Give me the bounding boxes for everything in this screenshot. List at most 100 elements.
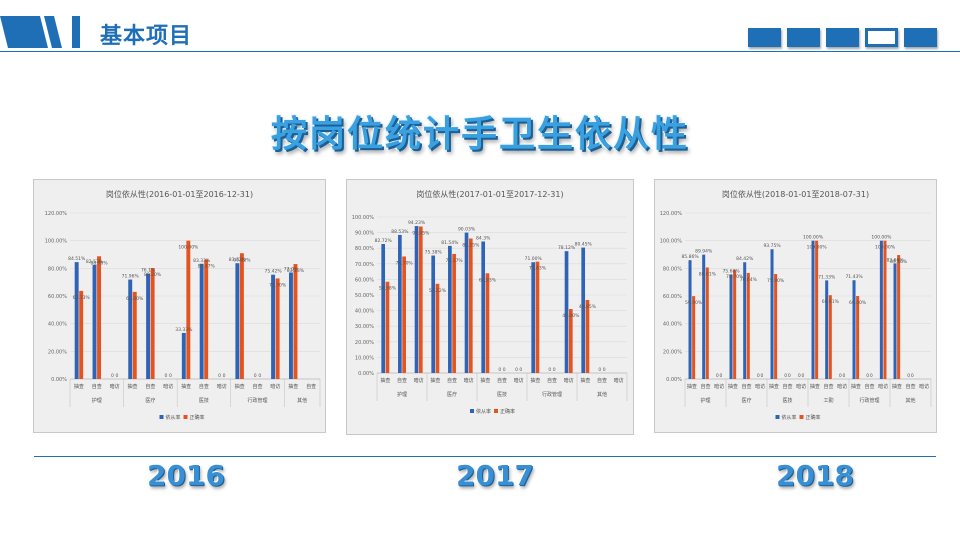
x-tick-label: 自查 xyxy=(597,377,607,384)
x-group-label: 护理 xyxy=(700,397,710,404)
data-label-compliance: 0 xyxy=(165,373,168,379)
legend-label-correct: 正确率 xyxy=(500,408,515,415)
y-tick-label: 100.00% xyxy=(660,239,682,245)
y-tick-label: 80.00% xyxy=(355,246,374,252)
x-tick-label: 暗访 xyxy=(414,377,424,384)
data-label-correct: 88.70% xyxy=(90,260,108,266)
x-tick-label: 抽查 xyxy=(851,383,861,390)
data-label-correct: 86.47% xyxy=(198,263,216,269)
data-label-correct: 71.43% xyxy=(529,266,547,272)
data-label-compliance: 84.3% xyxy=(476,235,491,241)
bar-correct xyxy=(186,240,191,379)
x-tick-label: 暗访 xyxy=(714,383,724,390)
year-label-2017: 2017 xyxy=(456,459,534,492)
data-label-correct: 76.64% xyxy=(740,277,758,283)
bar-compliance xyxy=(288,272,293,379)
bar-correct xyxy=(897,255,901,379)
bar-correct xyxy=(705,267,709,379)
data-label-correct: 41.00% xyxy=(562,313,580,319)
data-label-compliance: 78.12% xyxy=(558,245,576,251)
chart-2017: 岗位依从性(2017-01-01至2017-12-31) 0.00% 10.00% 2… xyxy=(352,189,628,415)
header-logo-icon xyxy=(0,16,80,48)
decor-square xyxy=(748,28,781,47)
x-tick-label: 自查 xyxy=(145,383,155,390)
x-tick-label: 自查 xyxy=(700,383,710,390)
data-label-correct: 89.66% xyxy=(890,259,908,265)
bar-correct xyxy=(468,238,473,373)
x-group-label: 医技 xyxy=(199,397,209,404)
legend-swatch-correct xyxy=(494,409,498,413)
bar-compliance xyxy=(879,240,883,379)
data-label-correct: 72.70% xyxy=(269,282,287,288)
bar-compliance xyxy=(235,263,240,379)
chart-2018: 岗位依从性(2018-01-01至2018-07-31) 0.00% 20.00% 4… xyxy=(660,189,932,421)
x-tick-label: 暗访 xyxy=(110,383,120,390)
bar-compliance xyxy=(128,279,133,379)
data-label-compliance: 0 xyxy=(111,373,114,379)
bar-correct xyxy=(815,240,819,379)
x-tick-label: 抽查 xyxy=(288,383,298,390)
bar-correct xyxy=(856,296,860,379)
bar-compliance xyxy=(146,273,151,379)
y-tick-label: 20.00% xyxy=(355,340,374,346)
bar-correct xyxy=(79,290,84,379)
bar-correct xyxy=(204,259,209,379)
bar-correct xyxy=(275,278,280,379)
bar-compliance xyxy=(581,247,586,373)
data-label-correct: 60.61% xyxy=(822,299,840,305)
bar-correct xyxy=(828,295,832,379)
bar-correct xyxy=(418,226,423,373)
data-label-correct: 100.00% xyxy=(875,245,896,251)
data-label-compliance: 0 xyxy=(866,373,869,379)
bar-compliance xyxy=(852,280,856,379)
x-tick-label: 抽查 xyxy=(235,383,245,390)
data-label-correct: 90.92% xyxy=(233,257,251,263)
bar-correct xyxy=(746,273,750,379)
x-group-label: 医疗 xyxy=(741,397,751,404)
data-label-compliance: 0 xyxy=(798,373,801,379)
data-label-compliance: 0 xyxy=(498,367,501,373)
data-label-correct: 0 xyxy=(603,367,606,373)
data-label-correct: 63.73% xyxy=(73,295,91,301)
data-label-correct: 0 xyxy=(720,373,723,379)
x-group-label: 行政管理 xyxy=(247,397,267,404)
data-label-correct: 58.58% xyxy=(379,286,397,292)
y-tick-label: 20.00% xyxy=(48,349,67,355)
header-title: 基本项目 xyxy=(100,24,193,49)
x-tick-label: 自查 xyxy=(547,377,557,384)
data-label-correct: 60.00% xyxy=(849,300,867,306)
bar-correct xyxy=(568,309,573,373)
bar-correct xyxy=(733,270,737,379)
data-label-compliance: 75.42% xyxy=(265,269,283,275)
data-label-compliance: 75.68% xyxy=(722,268,740,274)
y-tick-label: 120.00% xyxy=(45,211,67,217)
y-tick-label: 70.00% xyxy=(355,262,374,268)
x-tick-label: 抽查 xyxy=(430,377,440,384)
x-tick-label: 抽查 xyxy=(480,377,490,384)
data-label-correct: 93.95% xyxy=(412,231,430,237)
data-label-correct: 63.93% xyxy=(479,277,497,283)
data-label-correct: 74.70% xyxy=(396,260,414,266)
bar-compliance xyxy=(702,254,706,379)
y-tick-label: 80.00% xyxy=(48,266,67,272)
bar-correct xyxy=(293,264,298,379)
data-label-compliance: 84.42% xyxy=(736,256,754,262)
data-label-correct: 0 xyxy=(843,373,846,379)
bar-compliance xyxy=(564,251,569,373)
decor-square xyxy=(826,28,859,47)
data-label-compliance: 0 xyxy=(716,373,719,379)
data-label-compliance: 76.1% xyxy=(141,268,156,274)
bar-correct xyxy=(585,299,590,373)
data-label-compliance: 83.33% xyxy=(193,258,211,264)
bar-correct xyxy=(883,240,887,379)
legend-swatch-correct xyxy=(183,415,188,419)
data-label-correct: 0 xyxy=(519,367,522,373)
legend-label-correct: 正确率 xyxy=(190,414,205,421)
data-label-correct: 63.00% xyxy=(126,296,144,302)
x-tick-label: 自查 xyxy=(905,383,915,390)
x-tick-label: 抽查 xyxy=(769,383,779,390)
data-label-compliance: 82.72% xyxy=(375,238,393,244)
x-tick-label: 自查 xyxy=(447,377,457,384)
y-tick-label: 30.00% xyxy=(355,324,374,330)
year-label-2016: 2016 xyxy=(147,459,225,492)
